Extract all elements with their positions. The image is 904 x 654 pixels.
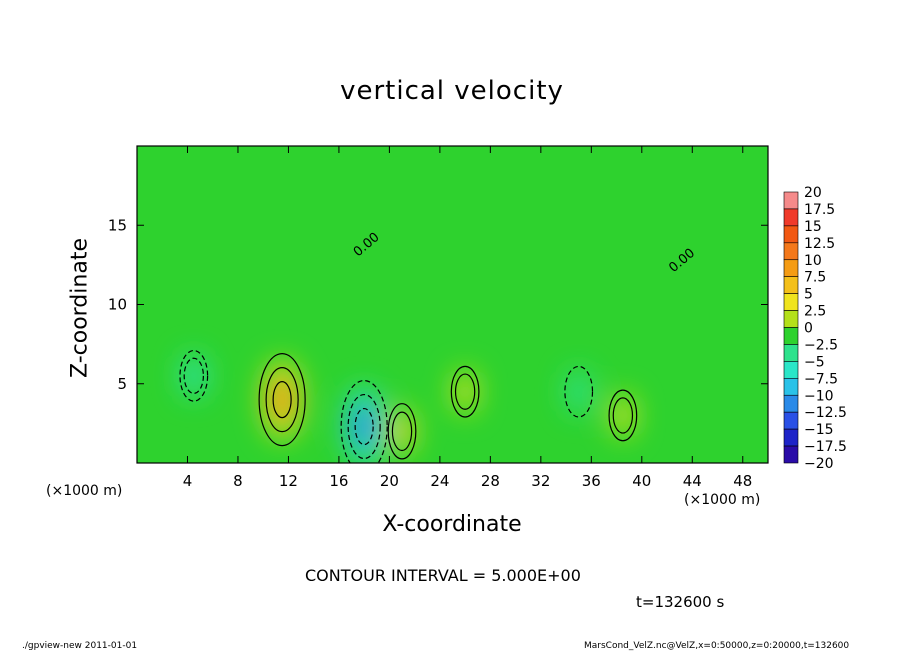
field-blob-1-3: [396, 420, 408, 442]
footer-right: MarsCond_VelZ.nc@VelZ,x=0:50000,z=0:2000…: [584, 641, 850, 651]
x-tick-label: 36: [582, 472, 601, 490]
colorbar-label: −10: [804, 388, 834, 404]
colorbar-label: 7.5: [804, 270, 826, 286]
contour-4-0: [340, 379, 388, 463]
time-stamp: t=132600 s: [636, 593, 725, 611]
x-axis-ticks: 4 8 12 16 20 24 28 32 36 40 44 48: [183, 146, 752, 490]
x-tick-label: 16: [329, 472, 348, 490]
colorbar-label: 17.5: [804, 202, 835, 218]
y-axis-ticks: 5 10 15: [108, 216, 768, 393]
colorbar: 2017.51512.5107.552.50−2.5−5−7.5−10−12.5…: [783, 185, 847, 472]
colorbar-label: 0: [804, 321, 813, 337]
colorbar-label: −20: [804, 456, 834, 472]
colorbar-swatch: [783, 327, 799, 345]
contour-3-0: [450, 365, 480, 418]
contour-2-0: [608, 389, 638, 442]
y-tick-label: 5: [117, 375, 127, 393]
colorbar-swatch: [783, 191, 799, 210]
x-tick-label: 4: [183, 472, 193, 490]
colorbar-label: 15: [804, 219, 822, 235]
colorbar-label: 2.5: [804, 304, 826, 320]
x-unit-label-right: (×1000 m): [684, 492, 761, 508]
footer-left: ./gpview-new 2011-01-01: [22, 641, 138, 651]
colorbar-swatch: [783, 428, 799, 447]
colorbar-swatch: [783, 361, 799, 379]
contour-interval-note: CONTOUR INTERVAL = 5.000E+00: [305, 566, 581, 585]
colorbar-swatch: [783, 310, 799, 328]
colorbar-label: −17.5: [804, 439, 847, 455]
contour-1-1: [391, 411, 413, 452]
colorbar-swatch: [783, 242, 799, 261]
chart-title: vertical velocity: [340, 76, 564, 106]
colorbar-swatch: [783, 411, 799, 430]
colorbar-swatch: [783, 344, 799, 362]
contour-2-1: [612, 397, 634, 434]
contour-5-0: [179, 349, 209, 402]
field-blob-3-2: [458, 379, 473, 405]
x-tick-label: 12: [279, 472, 298, 490]
colorbar-label: 5: [804, 287, 813, 303]
x-tick-label: 8: [233, 472, 243, 490]
colorbar-swatch: [783, 276, 799, 294]
contour-4-1: [347, 393, 381, 460]
x-tick-label: 28: [481, 472, 500, 490]
x-axis-label: X-coordinate: [382, 512, 522, 537]
colorbar-label: −7.5: [804, 371, 838, 387]
contour-0-2: [272, 381, 292, 419]
colorbar-label: −2.5: [804, 337, 838, 353]
colorbar-label: −12.5: [804, 405, 847, 421]
contour-0-0: [258, 353, 306, 447]
colorbar-swatch: [783, 259, 799, 277]
field-blob-4-5: [357, 413, 371, 440]
colorbar-label: −5: [804, 354, 825, 370]
x-tick-label: 24: [430, 472, 449, 490]
colorbar-label: 20: [804, 185, 822, 201]
colorbar-label: 10: [804, 253, 822, 269]
colorbar-swatch: [783, 208, 799, 227]
x-tick-label: 20: [380, 472, 399, 490]
contour-4-2: [354, 407, 374, 446]
x-tick-label: 48: [733, 472, 752, 490]
colorbar-swatch: [783, 394, 799, 413]
colorbar-label: −15: [804, 422, 834, 438]
colorbar-label: 12.5: [804, 236, 835, 252]
contour-6-0: [564, 365, 594, 418]
colorbar-swatch: [783, 225, 799, 244]
field-blob-2-2: [615, 402, 630, 429]
field-blob-5-2: [186, 363, 201, 389]
x-tick-label: 44: [683, 472, 702, 490]
x-tick-label: 40: [632, 472, 651, 490]
colorbar-swatch: [783, 293, 799, 311]
contour-1-0: [387, 403, 417, 460]
x-tick-label: 32: [531, 472, 550, 490]
y-tick-label: 10: [108, 296, 127, 314]
heatmap-field: [137, 146, 768, 463]
field-background: [137, 146, 768, 463]
x-unit-label-left: (×1000 m): [46, 483, 123, 499]
field-blob-6-1: [566, 369, 591, 414]
field-blob-0-5: [275, 386, 289, 413]
colorbar-swatch: [783, 378, 799, 396]
y-tick-label: 15: [108, 216, 127, 234]
colorbar-swatch: [783, 445, 799, 464]
contour-0-1: [265, 367, 299, 433]
contour-3-1: [454, 373, 476, 410]
contour-5-1: [183, 357, 204, 395]
